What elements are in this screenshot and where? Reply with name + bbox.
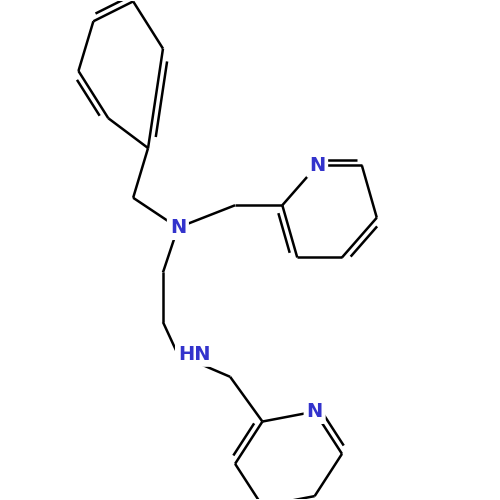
Text: N: N	[170, 218, 186, 237]
Text: N: N	[306, 402, 323, 421]
Text: HN: HN	[178, 345, 210, 364]
Text: N: N	[309, 156, 326, 175]
